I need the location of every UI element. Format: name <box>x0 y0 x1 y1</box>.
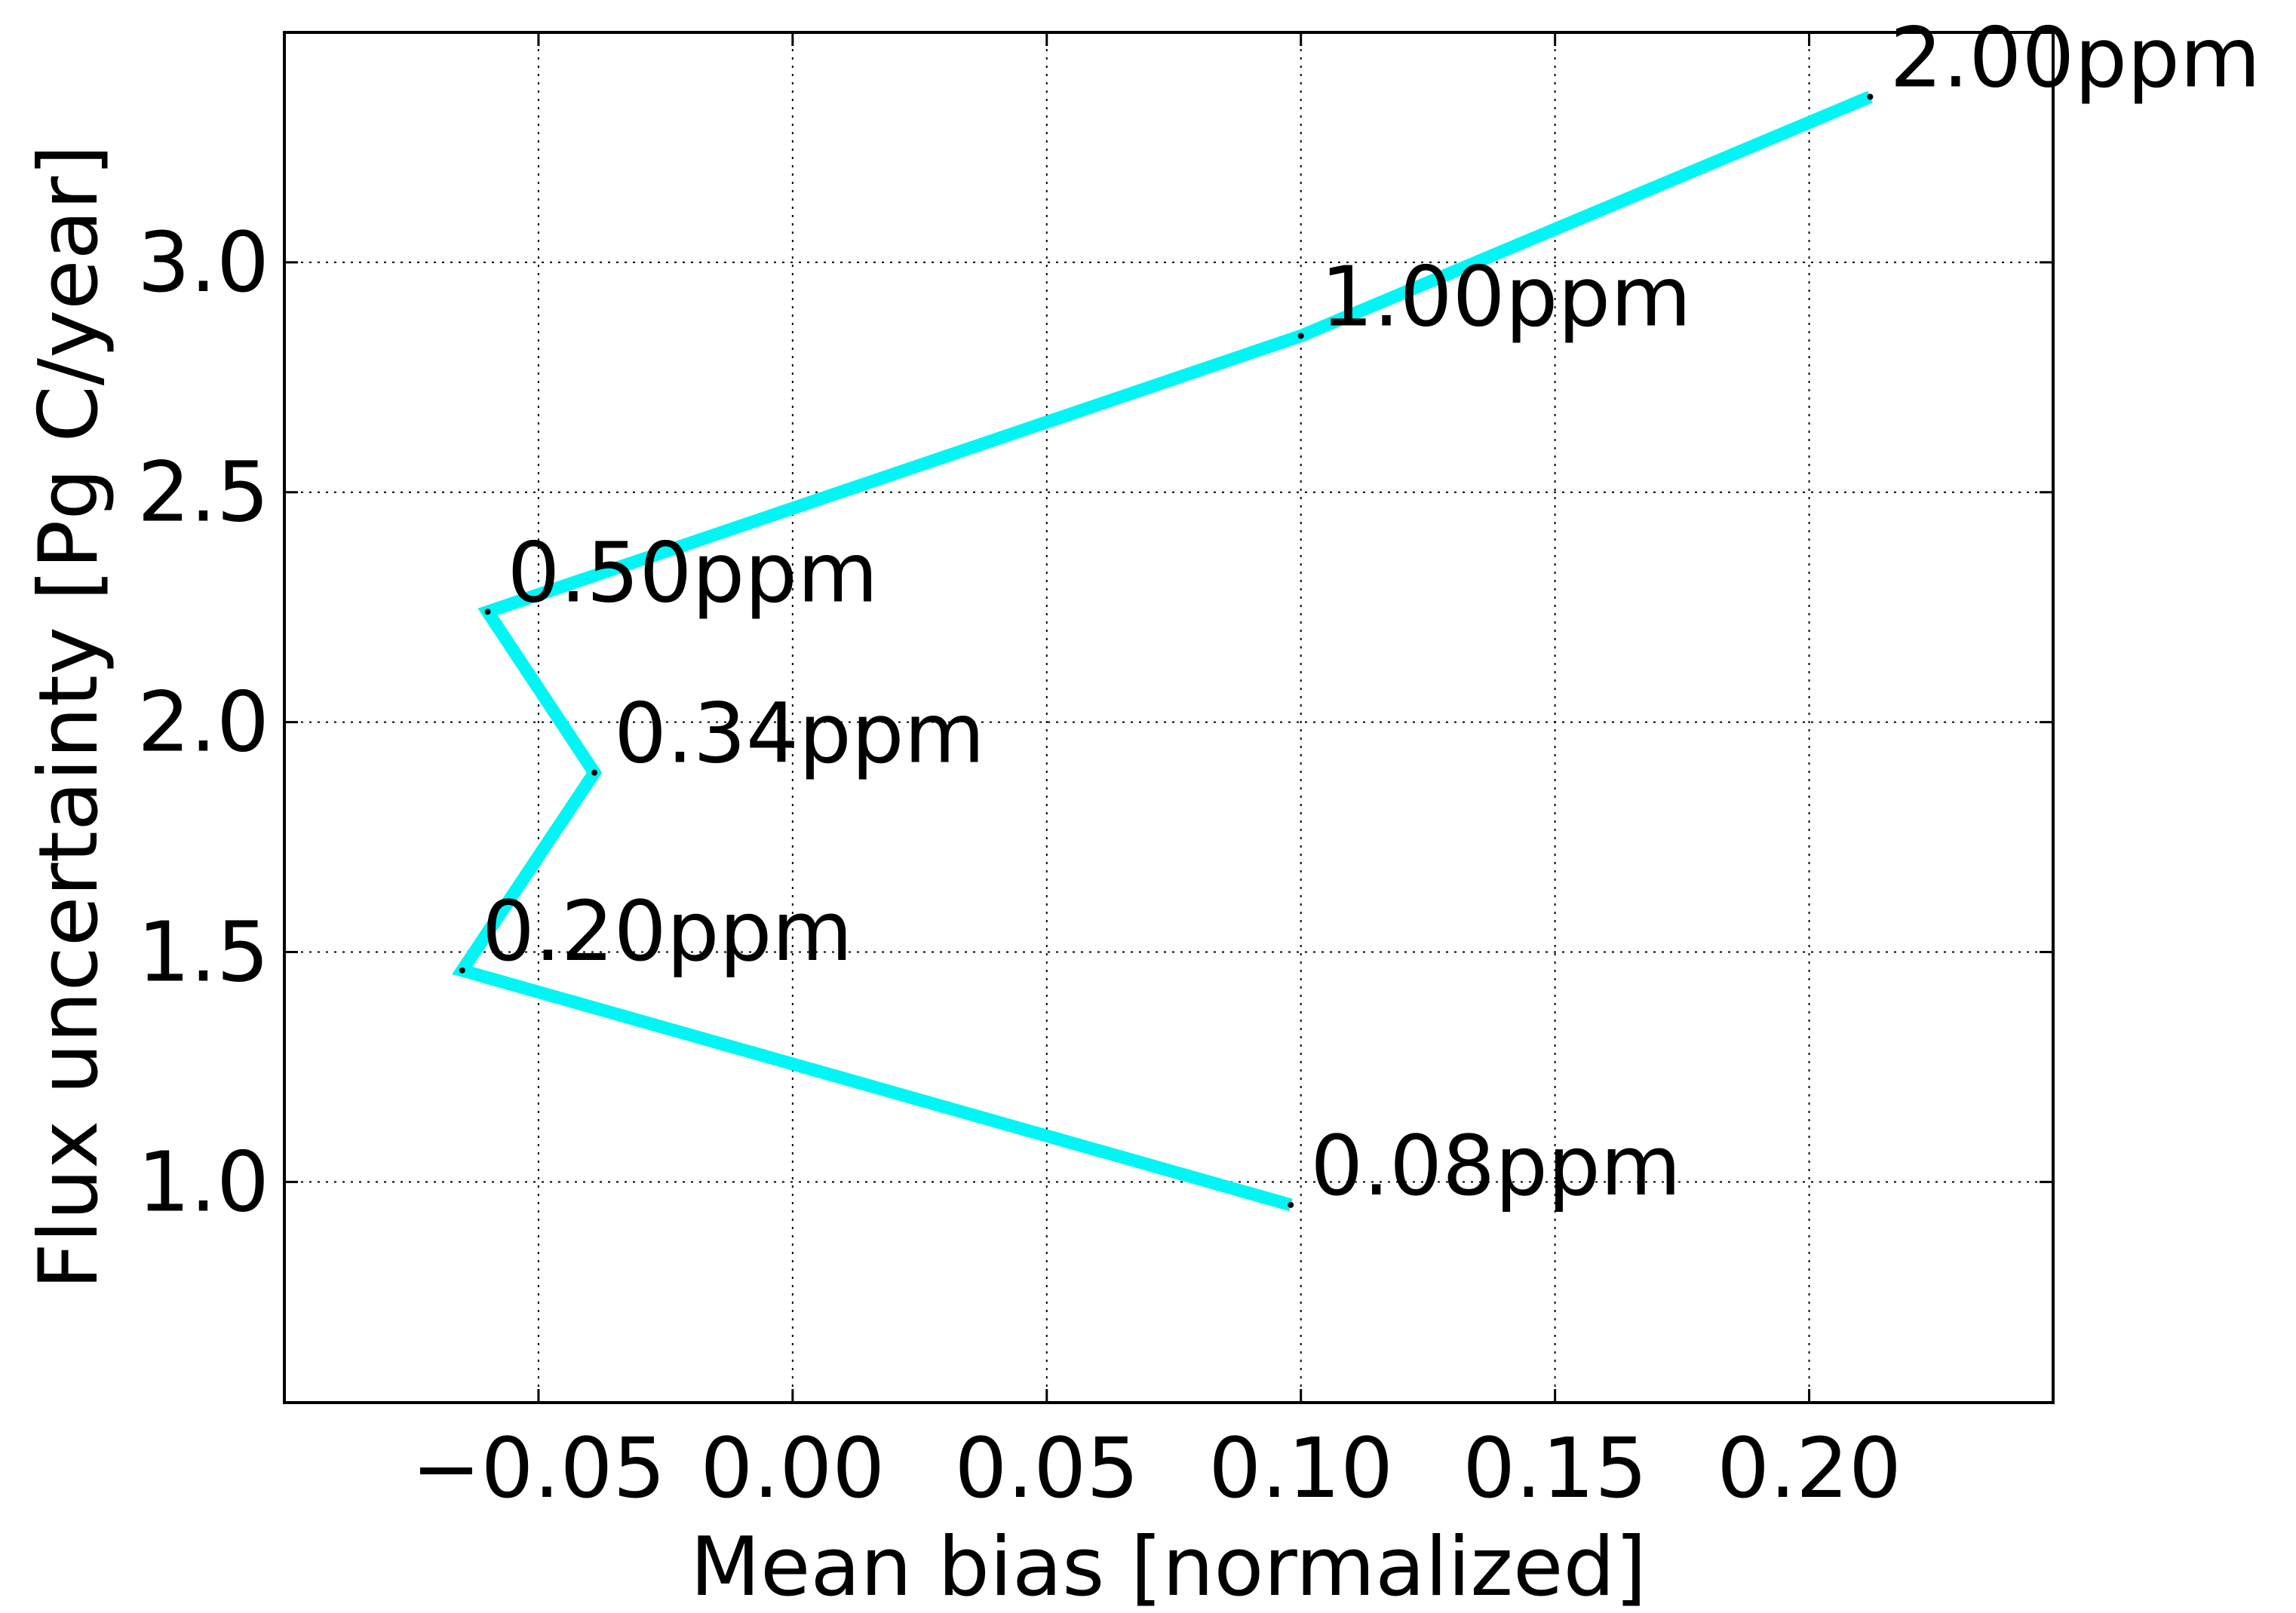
series-layer <box>452 90 1874 1211</box>
y-tick-label: 1.5 <box>137 903 269 1000</box>
x-tick-label: 0.00 <box>700 1420 885 1516</box>
point-label: 0.20ppm <box>482 883 853 980</box>
ticks: −0.05 0.00 0.05 0.10 0.15 0.20 1.0 1.5 2.0 2.5 3.0 <box>137 32 2053 1516</box>
x-tick-label: 0.10 <box>1208 1420 1393 1516</box>
y-axis-label: Flux uncertainty [Pg C/year] <box>22 145 116 1290</box>
y-tick-label: 1.0 <box>137 1133 269 1230</box>
x-axis-label: Mean bias [normalized] <box>690 1520 1647 1613</box>
data-point <box>1297 333 1304 339</box>
x-tick-label: 0.05 <box>954 1420 1139 1516</box>
point-label: 0.08ppm <box>1310 1118 1681 1214</box>
point-label: 1.00ppm <box>1321 248 1692 345</box>
x-tick-label: 0.15 <box>1463 1420 1647 1516</box>
data-line <box>452 90 1873 1211</box>
y-tick-label: 3.0 <box>137 214 269 311</box>
point-labels: 0.08ppm 0.20ppm 0.34ppm 0.50ppm 1.00ppm 2.00p… <box>482 9 2261 1213</box>
point-label: 2.00ppm <box>1889 9 2261 106</box>
plot-frame <box>283 31 2055 1404</box>
point-label: 0.34ppm <box>614 685 985 782</box>
data-point <box>591 769 598 776</box>
x-tick-label: −0.05 <box>411 1420 665 1516</box>
y-tick-label: 2.0 <box>137 674 269 771</box>
x-tick-label: 0.20 <box>1717 1420 1902 1516</box>
data-point <box>484 609 491 615</box>
point-label: 0.50ppm <box>508 524 879 621</box>
data-point <box>1867 94 1874 100</box>
data-point <box>1288 1201 1294 1208</box>
y-tick-label: 2.5 <box>137 444 269 541</box>
data-point <box>459 967 465 974</box>
